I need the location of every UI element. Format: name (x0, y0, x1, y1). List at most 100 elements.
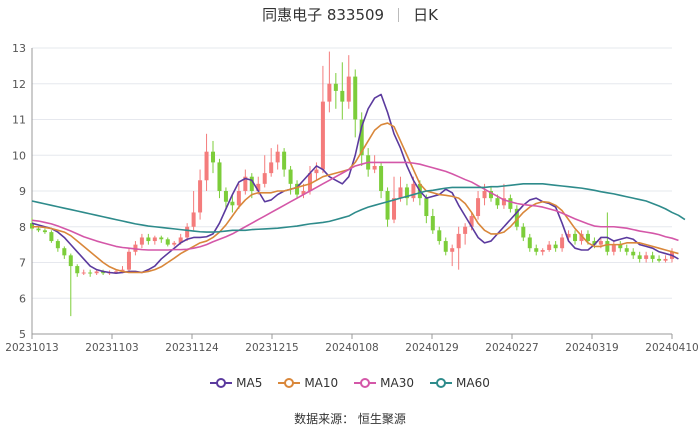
candle-body (42, 230, 47, 233)
candle-body (230, 201, 235, 206)
candle-body (282, 151, 287, 170)
y-tick-label: 5 (19, 328, 26, 341)
candle-body (385, 191, 390, 220)
candle-body (450, 248, 455, 252)
candle-body (469, 216, 474, 227)
ma-lines (31, 93, 686, 275)
candle-body (611, 244, 616, 252)
candle-body (172, 242, 177, 245)
legend-label: MA10 (304, 376, 339, 390)
legend-label: MA60 (456, 376, 490, 390)
candle-body (185, 226, 190, 238)
candle-body (295, 183, 300, 195)
y-tick-label: 8 (19, 221, 26, 234)
candle-body (159, 237, 164, 240)
candle-body (68, 255, 73, 267)
candle-body (508, 198, 513, 209)
y-tick-label: 10 (12, 149, 26, 162)
candle-body (55, 241, 60, 249)
chart-title: 同惠电子 833509 日K (0, 4, 700, 25)
legend-label: MA5 (236, 376, 263, 390)
candle-body (262, 173, 267, 184)
candle-body (598, 241, 603, 245)
x-tick-label: 20240227 (485, 342, 538, 354)
candle-body (191, 212, 196, 227)
data-source: 数据来源： 恒生聚源 (294, 412, 406, 426)
candle-body (320, 101, 325, 170)
candle-body (566, 233, 571, 238)
x-tick-label: 20240319 (565, 342, 618, 354)
x-tick-label: 20231124 (165, 342, 219, 354)
candle-body (62, 248, 67, 256)
candle-body (637, 255, 642, 259)
candle-body (605, 241, 610, 252)
candle-body (314, 169, 319, 174)
legend-item-ma30[interactable]: MA30 (354, 376, 414, 390)
candle-body (482, 191, 487, 199)
legend-swatch-icon (354, 378, 377, 388)
candle-body (353, 76, 358, 120)
candle-body (236, 191, 241, 206)
candle-body (301, 191, 306, 195)
candle-body (146, 237, 151, 242)
legend-swatch-icon (278, 378, 301, 388)
candle-body (527, 237, 532, 249)
candle-body (443, 241, 448, 252)
candle-body (404, 187, 409, 199)
candle-body (139, 237, 144, 245)
candle-body (243, 176, 248, 191)
line-ma10 (32, 122, 679, 274)
candle-body (476, 198, 481, 217)
x-tick-label: 20231215 (245, 342, 298, 354)
candle-body (88, 272, 93, 274)
legend-item-ma5[interactable]: MA5 (210, 376, 262, 390)
candle-body (152, 237, 157, 242)
candle-body (514, 208, 519, 227)
candle-body (463, 226, 468, 234)
candle-body (424, 198, 429, 217)
candle-body (307, 173, 312, 191)
candle-body (120, 269, 125, 272)
candle-body (217, 162, 222, 191)
legend-swatch-icon (430, 378, 453, 388)
candle-body (101, 271, 106, 274)
candle-body (340, 90, 345, 102)
candle-body (269, 162, 274, 174)
candle-body (657, 258, 662, 261)
candle-body (81, 272, 86, 274)
candle-body (534, 248, 539, 252)
line-ma30 (31, 161, 679, 251)
candle-body (411, 183, 416, 199)
y-tick-label: 12 (12, 78, 26, 91)
y-tick-label: 7 (19, 257, 26, 270)
candle-body (256, 183, 261, 191)
period-label: 日K (413, 6, 438, 24)
x-tick-label: 20231103 (85, 342, 138, 354)
candle-body (126, 251, 131, 270)
legend: MA5 MA10 MA30 MA60 (0, 376, 700, 392)
candle-body (392, 198, 397, 220)
candle-body (579, 233, 584, 242)
candle-body (521, 226, 526, 238)
candle-body (223, 191, 228, 202)
candle-body (650, 255, 655, 259)
candle-body (560, 237, 565, 249)
candle-body (75, 266, 80, 274)
candle-body (198, 180, 203, 213)
stock-name-code: 同惠电子 833509 (262, 6, 385, 24)
candle-body (49, 232, 54, 242)
candle-body (359, 119, 364, 156)
candle-body (631, 251, 636, 256)
y-axis: 5 6 7 8 9 10 11 12 13 (12, 42, 33, 341)
legend-item-ma10[interactable]: MA10 (278, 376, 338, 390)
candle-body (573, 233, 578, 242)
candle-body (663, 258, 668, 261)
candle-body (488, 191, 493, 199)
candle-body (379, 165, 384, 191)
legend-label: MA30 (380, 376, 415, 390)
x-tick-label: 20240129 (405, 342, 458, 354)
candle-body (346, 76, 351, 102)
grid-lines (32, 47, 672, 335)
legend-item-ma60[interactable]: MA60 (430, 376, 490, 390)
